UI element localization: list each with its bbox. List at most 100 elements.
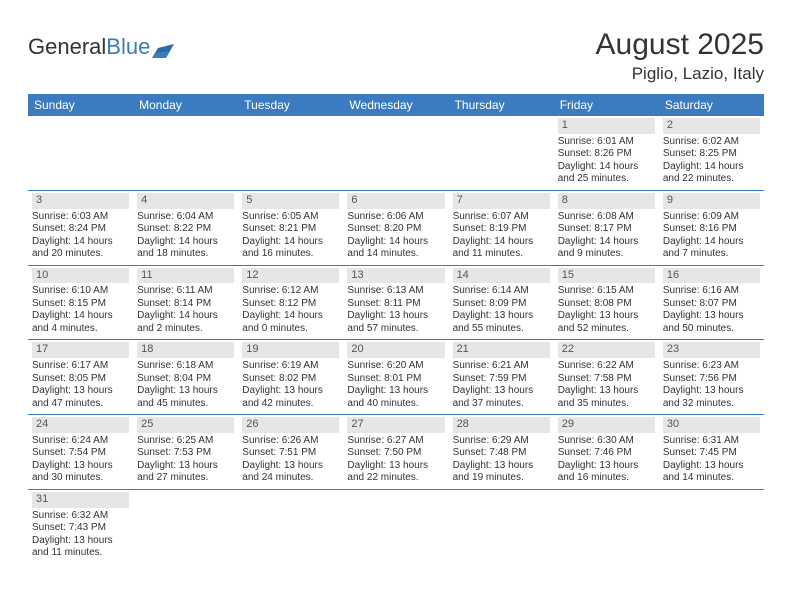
daylight-text: Daylight: 14 hours and 11 minutes.: [453, 236, 550, 261]
weekday-header: Sunday: [28, 94, 133, 116]
day-details: Sunrise: 6:22 AMSunset: 7:58 PMDaylight:…: [558, 360, 655, 410]
sunset-text: Sunset: 7:54 PM: [32, 447, 129, 460]
sunset-text: Sunset: 8:02 PM: [242, 373, 339, 386]
daylight-text: Daylight: 13 hours and 40 minutes.: [347, 385, 444, 410]
location: Piglio, Lazio, Italy: [596, 64, 764, 84]
day-number: 2: [663, 118, 760, 134]
sunrise-text: Sunrise: 6:14 AM: [453, 285, 550, 298]
sunrise-text: Sunrise: 6:10 AM: [32, 285, 129, 298]
calendar-cell: 17Sunrise: 6:17 AMSunset: 8:05 PMDayligh…: [28, 340, 133, 415]
day-details: Sunrise: 6:05 AMSunset: 8:21 PMDaylight:…: [242, 211, 339, 261]
day-details: Sunrise: 6:09 AMSunset: 8:16 PMDaylight:…: [663, 211, 760, 261]
calendar-cell: [28, 116, 133, 190]
daylight-text: Daylight: 13 hours and 47 minutes.: [32, 385, 129, 410]
daylight-text: Daylight: 13 hours and 22 minutes.: [347, 460, 444, 485]
day-details: Sunrise: 6:04 AMSunset: 8:22 PMDaylight:…: [137, 211, 234, 261]
calendar-cell: 14Sunrise: 6:14 AMSunset: 8:09 PMDayligh…: [449, 265, 554, 340]
day-number: 15: [558, 268, 655, 284]
day-details: Sunrise: 6:11 AMSunset: 8:14 PMDaylight:…: [137, 285, 234, 335]
title-block: August 2025 Piglio, Lazio, Italy: [596, 28, 764, 84]
day-details: Sunrise: 6:13 AMSunset: 8:11 PMDaylight:…: [347, 285, 444, 335]
sunrise-text: Sunrise: 6:07 AM: [453, 211, 550, 224]
day-number: 21: [453, 342, 550, 358]
sunrise-text: Sunrise: 6:27 AM: [347, 435, 444, 448]
day-number: 28: [453, 417, 550, 433]
calendar-cell: 5Sunrise: 6:05 AMSunset: 8:21 PMDaylight…: [238, 190, 343, 265]
daylight-text: Daylight: 13 hours and 37 minutes.: [453, 385, 550, 410]
sunrise-text: Sunrise: 6:15 AM: [558, 285, 655, 298]
daylight-text: Daylight: 13 hours and 19 minutes.: [453, 460, 550, 485]
day-details: Sunrise: 6:21 AMSunset: 7:59 PMDaylight:…: [453, 360, 550, 410]
sunset-text: Sunset: 8:09 PM: [453, 298, 550, 311]
sunrise-text: Sunrise: 6:16 AM: [663, 285, 760, 298]
sunrise-text: Sunrise: 6:02 AM: [663, 136, 760, 149]
daylight-text: Daylight: 13 hours and 52 minutes.: [558, 310, 655, 335]
day-number: 27: [347, 417, 444, 433]
sunrise-text: Sunrise: 6:30 AM: [558, 435, 655, 448]
sunset-text: Sunset: 7:56 PM: [663, 373, 760, 386]
sunset-text: Sunset: 8:14 PM: [137, 298, 234, 311]
sunset-text: Sunset: 7:48 PM: [453, 447, 550, 460]
calendar-table: SundayMondayTuesdayWednesdayThursdayFrid…: [28, 94, 764, 564]
calendar-cell: 22Sunrise: 6:22 AMSunset: 7:58 PMDayligh…: [554, 340, 659, 415]
sunset-text: Sunset: 8:04 PM: [137, 373, 234, 386]
sunrise-text: Sunrise: 6:21 AM: [453, 360, 550, 373]
day-number: 9: [663, 193, 760, 209]
daylight-text: Daylight: 13 hours and 11 minutes.: [32, 535, 129, 560]
day-number: 1: [558, 118, 655, 134]
weekday-header: Wednesday: [343, 94, 448, 116]
calendar-cell: 4Sunrise: 6:04 AMSunset: 8:22 PMDaylight…: [133, 190, 238, 265]
header: GeneralBlue August 2025 Piglio, Lazio, I…: [28, 28, 764, 84]
day-details: Sunrise: 6:27 AMSunset: 7:50 PMDaylight:…: [347, 435, 444, 485]
calendar-cell: 23Sunrise: 6:23 AMSunset: 7:56 PMDayligh…: [659, 340, 764, 415]
day-number: 3: [32, 193, 129, 209]
day-number: 19: [242, 342, 339, 358]
daylight-text: Daylight: 13 hours and 35 minutes.: [558, 385, 655, 410]
daylight-text: Daylight: 13 hours and 27 minutes.: [137, 460, 234, 485]
sunrise-text: Sunrise: 6:26 AM: [242, 435, 339, 448]
day-details: Sunrise: 6:31 AMSunset: 7:45 PMDaylight:…: [663, 435, 760, 485]
logo-flag-icon: [152, 38, 174, 52]
calendar-cell: 15Sunrise: 6:15 AMSunset: 8:08 PMDayligh…: [554, 265, 659, 340]
sunset-text: Sunset: 8:16 PM: [663, 223, 760, 236]
calendar-cell: [133, 489, 238, 563]
daylight-text: Daylight: 14 hours and 18 minutes.: [137, 236, 234, 261]
calendar-cell: 16Sunrise: 6:16 AMSunset: 8:07 PMDayligh…: [659, 265, 764, 340]
day-number: 31: [32, 492, 129, 508]
sunrise-text: Sunrise: 6:24 AM: [32, 435, 129, 448]
sunrise-text: Sunrise: 6:23 AM: [663, 360, 760, 373]
daylight-text: Daylight: 14 hours and 20 minutes.: [32, 236, 129, 261]
day-details: Sunrise: 6:12 AMSunset: 8:12 PMDaylight:…: [242, 285, 339, 335]
day-number: 11: [137, 268, 234, 284]
day-details: Sunrise: 6:16 AMSunset: 8:07 PMDaylight:…: [663, 285, 760, 335]
sunset-text: Sunset: 7:43 PM: [32, 522, 129, 535]
daylight-text: Daylight: 14 hours and 7 minutes.: [663, 236, 760, 261]
calendar-cell: [133, 116, 238, 190]
calendar-week-row: 24Sunrise: 6:24 AMSunset: 7:54 PMDayligh…: [28, 415, 764, 490]
sunset-text: Sunset: 7:53 PM: [137, 447, 234, 460]
sunset-text: Sunset: 7:45 PM: [663, 447, 760, 460]
calendar-cell: [343, 489, 448, 563]
day-number: 7: [453, 193, 550, 209]
calendar-cell: 11Sunrise: 6:11 AMSunset: 8:14 PMDayligh…: [133, 265, 238, 340]
sunset-text: Sunset: 8:05 PM: [32, 373, 129, 386]
daylight-text: Daylight: 14 hours and 0 minutes.: [242, 310, 339, 335]
day-number: 12: [242, 268, 339, 284]
daylight-text: Daylight: 13 hours and 14 minutes.: [663, 460, 760, 485]
day-number: 17: [32, 342, 129, 358]
day-details: Sunrise: 6:18 AMSunset: 8:04 PMDaylight:…: [137, 360, 234, 410]
calendar-cell: [343, 116, 448, 190]
day-details: Sunrise: 6:08 AMSunset: 8:17 PMDaylight:…: [558, 211, 655, 261]
logo-text-general: General: [28, 34, 106, 60]
sunrise-text: Sunrise: 6:09 AM: [663, 211, 760, 224]
day-details: Sunrise: 6:06 AMSunset: 8:20 PMDaylight:…: [347, 211, 444, 261]
daylight-text: Daylight: 13 hours and 45 minutes.: [137, 385, 234, 410]
weekday-header: Saturday: [659, 94, 764, 116]
sunrise-text: Sunrise: 6:29 AM: [453, 435, 550, 448]
sunset-text: Sunset: 7:50 PM: [347, 447, 444, 460]
sunset-text: Sunset: 8:01 PM: [347, 373, 444, 386]
calendar-cell: 29Sunrise: 6:30 AMSunset: 7:46 PMDayligh…: [554, 415, 659, 490]
calendar-cell: 10Sunrise: 6:10 AMSunset: 8:15 PMDayligh…: [28, 265, 133, 340]
calendar-cell: [659, 489, 764, 563]
day-details: Sunrise: 6:01 AMSunset: 8:26 PMDaylight:…: [558, 136, 655, 186]
